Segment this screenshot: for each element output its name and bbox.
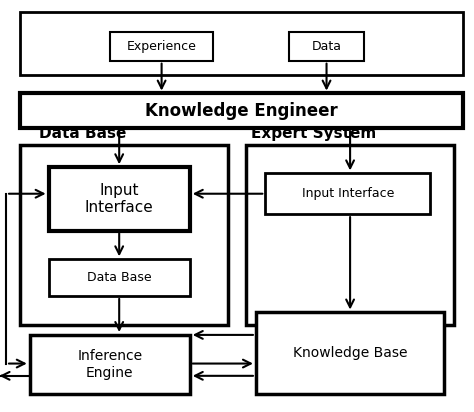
Bar (30, 335, 190, 394)
Text: Inference
Engine: Inference Engine (77, 349, 142, 380)
Bar (20, 94, 463, 128)
Bar (265, 173, 430, 214)
Text: Experience: Experience (127, 40, 197, 53)
Text: Expert System: Expert System (251, 126, 376, 140)
Bar (48, 259, 190, 296)
Text: Input Interface: Input Interface (301, 187, 394, 200)
Bar (110, 32, 213, 61)
Text: Knowledge Base: Knowledge Base (293, 346, 407, 360)
Bar (20, 145, 228, 325)
Text: Data: Data (311, 40, 342, 53)
Bar (246, 145, 454, 325)
Text: Input
Interface: Input Interface (85, 183, 154, 215)
Text: Knowledge Engineer: Knowledge Engineer (146, 102, 338, 120)
Bar (289, 32, 364, 61)
Text: Data Base: Data Base (39, 126, 127, 140)
Bar (256, 312, 444, 394)
Bar (20, 12, 463, 75)
Bar (48, 167, 190, 231)
Text: Data Base: Data Base (87, 271, 152, 284)
